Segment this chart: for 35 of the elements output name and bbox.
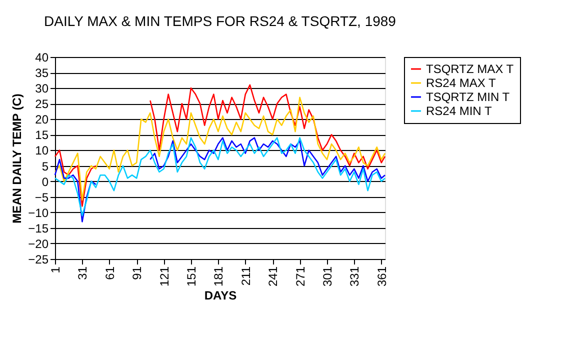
x-tick-label: 151 xyxy=(184,266,198,287)
x-tick-label: 91 xyxy=(130,266,144,280)
y-tick-label: −5 xyxy=(34,190,49,204)
y-tick-label: 25 xyxy=(35,97,49,112)
x-axis-title: DAYS xyxy=(204,288,237,303)
x-tick-label: 31 xyxy=(76,266,90,280)
x-tick-label: 181 xyxy=(212,266,226,287)
y-tick-label: 10 xyxy=(35,144,49,158)
legend-label: RS24 MAX T xyxy=(426,76,496,90)
x-tick-label: 1 xyxy=(48,266,62,274)
x-tick-label: 361 xyxy=(374,266,389,287)
y-axis-title: MEAN DAILY TEMP (C) xyxy=(10,94,24,224)
y-tick-label: 20 xyxy=(35,112,49,127)
legend-label: TSQRTZ MIN T xyxy=(426,90,510,104)
x-tick-label: 241 xyxy=(266,266,280,287)
legend-label: TSQRTZ MAX T xyxy=(426,62,514,76)
y-tick-label: 40 xyxy=(35,50,49,64)
x-tick-label: 271 xyxy=(293,266,308,287)
y-tick-label: 30 xyxy=(35,82,49,96)
legend-label: RS24 MIN T xyxy=(426,104,492,118)
y-tick-label: 15 xyxy=(35,128,49,142)
y-tick-label: −25 xyxy=(28,252,49,266)
y-tick-label: −20 xyxy=(28,236,49,251)
x-tick-label: 301 xyxy=(320,266,334,287)
y-tick-label: 0 xyxy=(42,174,49,189)
y-tick-label: 5 xyxy=(42,159,49,174)
y-tick-label: −10 xyxy=(28,206,49,220)
x-tick-label: 121 xyxy=(157,266,172,287)
x-tick-label: 61 xyxy=(102,266,117,280)
chart-title: DAILY MAX & MIN TEMPS FOR RS24 & TSQRTZ, 1989 xyxy=(44,13,396,29)
line-series xyxy=(54,96,386,201)
y-tick-label: −15 xyxy=(28,221,49,236)
x-tick-label: 331 xyxy=(348,266,362,287)
x-tick-label: 211 xyxy=(238,266,253,286)
y-tick-label: 35 xyxy=(35,66,49,80)
